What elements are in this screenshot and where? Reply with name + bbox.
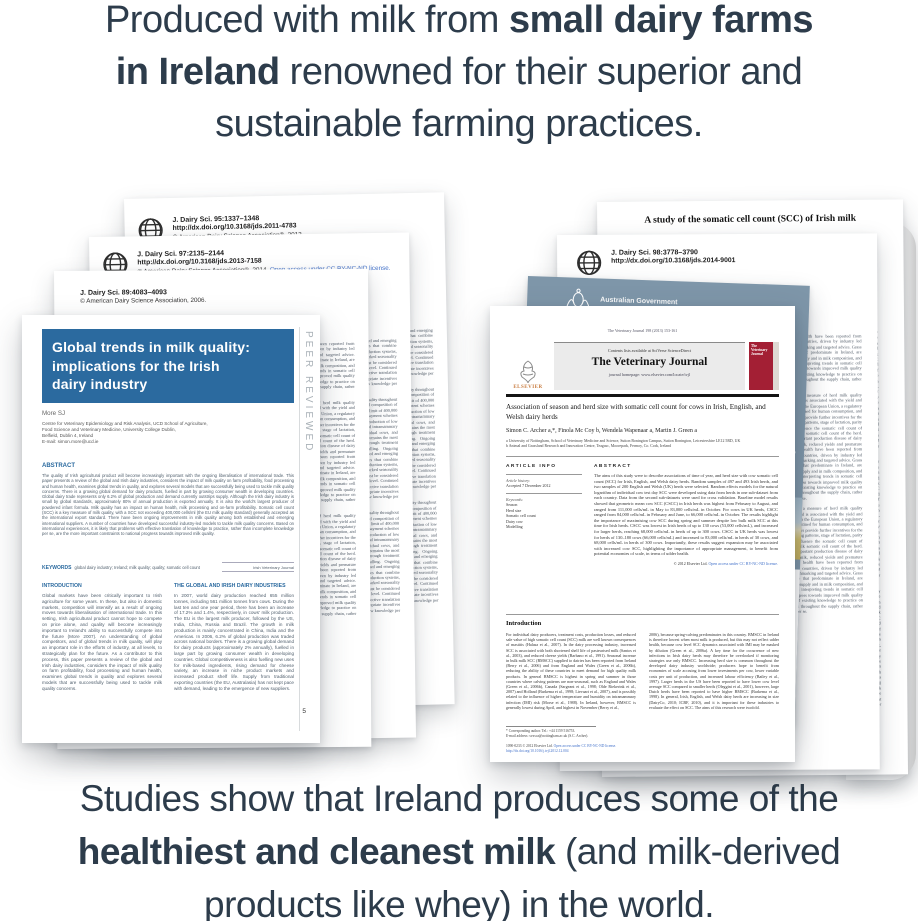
authors-line: Simon C. Archer a,*, Finola Mc Coy b, We… bbox=[506, 428, 698, 434]
jds-2015-header: J. Dairy Sci. 98:3778–3790 http://dx.doi… bbox=[575, 248, 735, 277]
homepage-line: journal homepage: www.elsevier.com/locat… bbox=[608, 372, 691, 377]
headline-top-line2: in Ireland renowned for their superior a… bbox=[0, 46, 918, 98]
jds-2006-citation: J. Dairy Sci. 89:4083–4093 © American Da… bbox=[80, 288, 206, 306]
running-head: The Veterinary Journal 198 (2013) 153-16… bbox=[607, 328, 678, 333]
section-heading: INTRODUCTION bbox=[42, 583, 82, 589]
headline-bottom-line3: products like whey) in the world. bbox=[0, 878, 918, 921]
headline-text: sustainable farming practices. bbox=[215, 103, 703, 145]
government-label: Australian Government bbox=[600, 296, 678, 306]
keywords-list: Season Herd size Somatic cell count Dair… bbox=[506, 502, 536, 529]
affiliations: a University of Nottingham, School of Ve… bbox=[506, 439, 740, 449]
article-title: Association of season and herd size with… bbox=[506, 403, 766, 421]
paper-global-trends-milk-quality: Global trends in milk quality: implicati… bbox=[22, 315, 320, 743]
imprint-lines: 1090-0233 © 2012 Elsevier Ltd. Open acce… bbox=[506, 744, 616, 754]
affiliation-line: b Animal and Grassland Research and Inno… bbox=[506, 444, 672, 448]
copyright-line: © 2012 Elsevier Ltd. Open access under C… bbox=[594, 561, 778, 566]
intro-column-2: 2006), because spring-calving predominat… bbox=[649, 632, 779, 710]
doi-link: http://dx.doi.org/10.3168/jds.2014-9001 bbox=[611, 257, 736, 265]
abstract-heading: ABSTRACT bbox=[42, 463, 75, 469]
article-info-heading: ARTICLE INFO bbox=[506, 464, 557, 469]
abstract-column: ABSTRACT The aims of this study were to … bbox=[594, 464, 778, 566]
intro-column: INTRODUCTION Global markets have been cr… bbox=[42, 583, 162, 692]
headline-bottom-line2: healthiest and cleanest milk (and milk-d… bbox=[0, 825, 918, 878]
author-name: More SJ bbox=[42, 410, 66, 417]
journal-credit: Irish Veterinary Journal bbox=[222, 562, 294, 572]
keywords-heading: KEYWORDS bbox=[42, 565, 72, 571]
introduction-heading: Introduction bbox=[506, 620, 542, 627]
headline-bold-text: in Ireland bbox=[115, 51, 280, 93]
paper-title: A study of the somatic cell count (SCC) … bbox=[644, 213, 857, 226]
headline-text: Produced with milk from bbox=[104, 0, 509, 41]
headline-top-line3: sustainable farming practices. bbox=[0, 98, 918, 150]
keywords-row: KEYWORDS global dairy industry; Ireland; … bbox=[42, 565, 222, 571]
affiliation-line: Food Science and Veterinary Medicine, Un… bbox=[42, 427, 176, 432]
footnote-line: E-mail address: svxsca@nottingham.ac.uk … bbox=[506, 733, 589, 738]
history-label: Article history: bbox=[506, 477, 531, 483]
headline-top-line1: Produced with milk from small dairy farm… bbox=[0, 0, 918, 46]
headline-bottom-line1: Studies show that Ireland produces some … bbox=[0, 772, 918, 825]
license-link: Open access under CC BY-NC-ND license. bbox=[708, 560, 778, 566]
divider bbox=[506, 456, 779, 457]
industries-column: THE GLOBAL AND IRISH DAIRY INDUSTRIES In… bbox=[174, 583, 294, 692]
article-title-line: implications for the Irish bbox=[52, 357, 220, 374]
page-number: 5 bbox=[302, 708, 306, 715]
headline-text: products like whey) in the world. bbox=[204, 884, 714, 921]
jds-2015-citation: J. Dairy Sci. 98:3778–3790 http://dx.doi… bbox=[611, 248, 735, 267]
elsevier-logo: ELSEVIER bbox=[506, 342, 550, 390]
journal-header-bar: ELSEVIER Contents lists available at Sci… bbox=[506, 342, 779, 390]
copyright-text: © 2012 Elsevier Ltd. bbox=[673, 560, 708, 566]
headline-text: Studies show that Ireland produces some … bbox=[79, 778, 839, 819]
paper-veterinary-journal: The Veterinary Journal 198 (2013) 153-16… bbox=[490, 306, 795, 762]
affiliation-line: a University of Nottingham, School of Ve… bbox=[506, 439, 741, 443]
journal-cover-thumbnail: The Veterinary Journal bbox=[749, 342, 779, 390]
keywords-label: Keywords: bbox=[506, 496, 524, 502]
masthead-rule bbox=[506, 394, 779, 397]
author-affiliation: Centre for Veterinary Epidemiology and R… bbox=[42, 421, 208, 445]
journal-masthead: Contents lists available at SciVerse Sci… bbox=[554, 342, 745, 390]
footnote-line: * Corresponding author. Tel.: +44 1159 5… bbox=[506, 729, 576, 733]
headline-bottom: Studies show that Ireland produces some … bbox=[0, 772, 918, 921]
thumbnail-side-strip bbox=[773, 342, 779, 390]
article-title-block: Global trends in milk quality: implicati… bbox=[42, 329, 294, 403]
divider bbox=[506, 614, 779, 615]
headline-bold-text: healthiest and cleanest milk bbox=[77, 831, 556, 872]
license-link: Open access under CC BY-NC-ND license. bbox=[553, 744, 617, 748]
headline-text: (and milk-derived bbox=[555, 831, 841, 872]
history-value: Accepted 7 December 2012 bbox=[506, 483, 551, 488]
affiliation-line: Belfield, Dublin 4, Ireland bbox=[42, 433, 94, 438]
footnote: * Corresponding author. Tel.: +44 1159 5… bbox=[506, 726, 596, 739]
intro-column-1: For individual dairy producers, treatmen… bbox=[506, 632, 636, 710]
article-title-line: dairy industry bbox=[52, 376, 148, 392]
affiliation-line: Centre for Veterinary Epidemiology and R… bbox=[42, 421, 208, 426]
article-title-line: Global trends in milk quality: bbox=[52, 339, 251, 355]
abstract-text: The quality of Irish agricultural produc… bbox=[42, 473, 294, 537]
imprint-line: 1090-0233 © 2012 Elsevier Ltd. Open acce… bbox=[506, 744, 616, 749]
headline-text: renowned for their superior and bbox=[279, 51, 803, 93]
contents-line: Contents lists available at SciVerse Sci… bbox=[607, 348, 692, 353]
article-info-column: ARTICLE INFO Article history: Accepted 7… bbox=[506, 464, 582, 530]
imprint-text: 1090-0233 © 2012 Elsevier Ltd. bbox=[506, 744, 553, 748]
affiliation-line: E-mail: simon.more@ucd.ie bbox=[42, 439, 99, 444]
thumbnail-title: The Veterinary Journal bbox=[751, 344, 768, 356]
section-heading: THE GLOBAL AND IRISH DAIRY INDUSTRIES bbox=[174, 583, 286, 589]
headline-top: Produced with milk from small dairy farm… bbox=[0, 0, 918, 150]
abstract-text: The aims of this study were to describe … bbox=[594, 473, 778, 557]
elsevier-tree-icon bbox=[520, 360, 536, 384]
margin-divider bbox=[299, 327, 300, 731]
section-text: Global markets have been critically impo… bbox=[42, 593, 162, 691]
headline-bold-text: small dairy farms bbox=[508, 0, 814, 41]
peer-reviewed-label: PEER REVIEWED bbox=[303, 331, 314, 454]
adsa-globe-icon bbox=[577, 250, 602, 275]
journal-name: The Veterinary Journal bbox=[591, 356, 708, 368]
paper-jds-2015: J. Dairy Sci. 98:3778–3790 http://dx.doi… bbox=[557, 233, 880, 771]
abstract-heading: ABSTRACT bbox=[594, 464, 632, 469]
section-text: In 2007, world dairy production reached … bbox=[174, 593, 294, 691]
doi-link: http://dx.doi.org/10.1016/j.tvjl.2012.12… bbox=[506, 748, 569, 753]
keywords-text: global dairy industry; Ireland; milk qua… bbox=[74, 565, 200, 570]
copyright-line: © American Dairy Science Association, 20… bbox=[80, 297, 207, 305]
elsevier-label: ELSEVIER bbox=[513, 385, 543, 390]
